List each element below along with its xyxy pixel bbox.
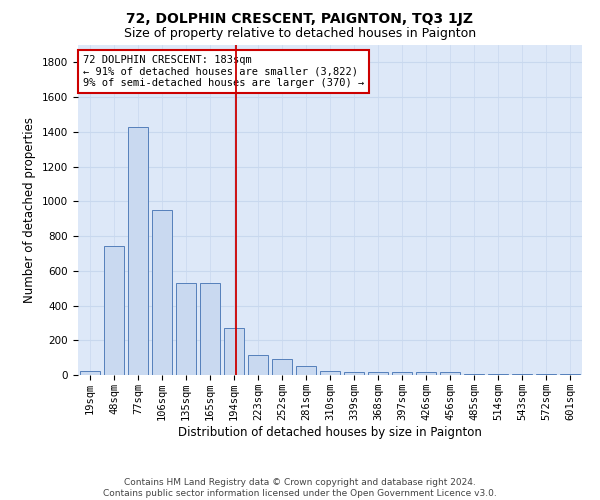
Bar <box>200 283 220 375</box>
Bar <box>104 246 124 375</box>
Text: Contains HM Land Registry data © Crown copyright and database right 2024.
Contai: Contains HM Land Registry data © Crown c… <box>103 478 497 498</box>
Bar <box>176 283 196 375</box>
Bar <box>536 374 556 375</box>
Bar <box>152 210 172 375</box>
Bar <box>488 374 508 375</box>
Bar <box>272 358 292 375</box>
Bar <box>464 374 484 375</box>
Bar <box>368 372 388 375</box>
Y-axis label: Number of detached properties: Number of detached properties <box>23 117 37 303</box>
Bar <box>392 372 412 375</box>
Bar <box>440 372 460 375</box>
Bar <box>224 328 244 375</box>
Bar <box>416 372 436 375</box>
Bar <box>320 370 340 375</box>
Bar <box>560 374 580 375</box>
Text: 72 DOLPHIN CRESCENT: 183sqm
← 91% of detached houses are smaller (3,822)
9% of s: 72 DOLPHIN CRESCENT: 183sqm ← 91% of det… <box>83 55 364 88</box>
Bar <box>128 126 148 375</box>
Bar <box>248 355 268 375</box>
Bar <box>80 370 100 375</box>
Text: Size of property relative to detached houses in Paignton: Size of property relative to detached ho… <box>124 28 476 40</box>
X-axis label: Distribution of detached houses by size in Paignton: Distribution of detached houses by size … <box>178 426 482 438</box>
Bar <box>512 374 532 375</box>
Bar <box>296 366 316 375</box>
Text: 72, DOLPHIN CRESCENT, PAIGNTON, TQ3 1JZ: 72, DOLPHIN CRESCENT, PAIGNTON, TQ3 1JZ <box>127 12 473 26</box>
Bar <box>344 372 364 375</box>
